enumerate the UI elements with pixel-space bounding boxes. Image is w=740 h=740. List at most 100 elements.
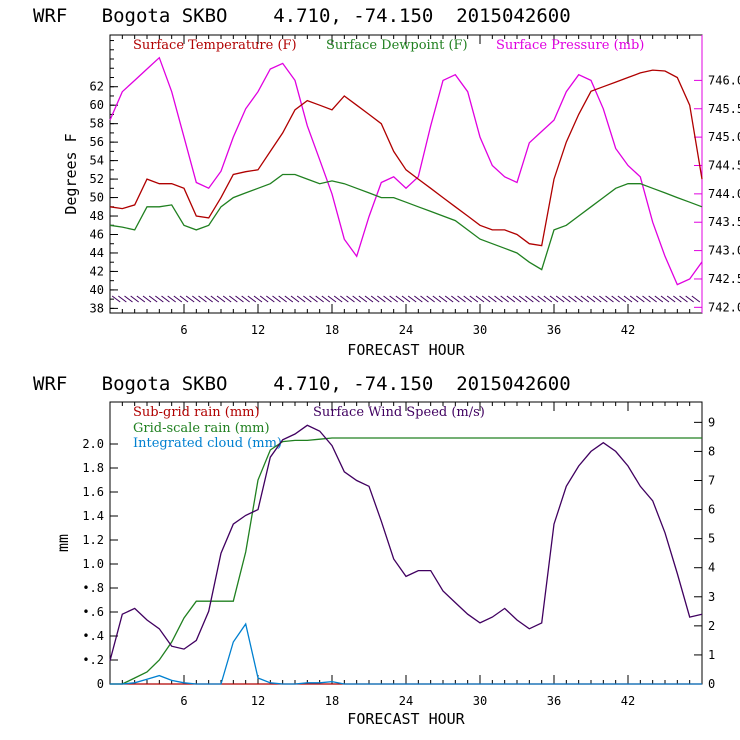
temperature-pressure-panel: WRF Bogota SKBO 4.710, -74.150 201504260… [33, 5, 740, 359]
wind-barb [290, 295, 300, 303]
wind-barb [444, 295, 454, 303]
x-tick-label: 24 [399, 323, 413, 337]
wind-barb [500, 295, 509, 303]
grid-scale-rain-line [110, 437, 702, 685]
bottom-y2-ticks: 0 1 2 3 4 5 6 7 8 9 [694, 415, 715, 691]
x-tick-label: 12 [251, 323, 265, 337]
wind-barb [266, 295, 275, 303]
wind-barb [426, 295, 435, 303]
wind-barb [562, 295, 571, 303]
x-tick-label: 6 [180, 323, 187, 337]
y-tick-label: 1.0 [82, 557, 104, 571]
wind-barb [358, 295, 368, 303]
wind-barb [605, 295, 614, 303]
wind-barb [679, 295, 688, 303]
wind-barb [278, 295, 287, 303]
wind-barb [407, 295, 417, 303]
wind-barb [340, 295, 349, 303]
wind-barb [296, 295, 306, 303]
x-tick-label: 30 [473, 323, 487, 337]
y-tick-label: 46 [90, 227, 104, 241]
wind-barb [198, 295, 207, 303]
wind-barb [580, 295, 590, 303]
surface-wind-speed-line [109, 424, 703, 661]
wind-barb [216, 295, 226, 303]
wind-barb [568, 295, 577, 303]
wind-barb [543, 295, 553, 303]
wind-barb [414, 295, 423, 303]
wind-barb [309, 295, 318, 303]
y-tick-label: 54 [90, 154, 104, 168]
bottom-chart-title: WRF Bogota SKBO 4.710, -74.150 201504260… [33, 373, 571, 395]
y-tick-label: •.4 [82, 629, 104, 643]
y-tick-label: 38 [90, 301, 104, 315]
x-tick-label: 30 [473, 694, 487, 708]
legend-grid-scale-rain: Grid-scale rain (mm) [133, 421, 270, 436]
wind-barb [666, 295, 676, 303]
y-tick-label: 50 [90, 191, 104, 205]
legend-surface-dewpoint: Surface Dewpoint (F) [326, 38, 468, 53]
wind-barb [691, 295, 701, 303]
bottom-x-axis-label: FORECAST HOUR [347, 710, 465, 728]
y2-tick-label: 745.0 [708, 130, 740, 144]
y-tick-label: 1.6 [82, 485, 104, 499]
legend-integrated-cloud: Integrated cloud (mm) [133, 436, 282, 451]
wind-barb [229, 295, 238, 303]
top-x-axis-label: FORECAST HOUR [347, 341, 465, 359]
y-tick-label: 42 [90, 264, 104, 278]
wind-barb [173, 295, 183, 303]
wind-barb [481, 295, 491, 303]
bottom-y-ticks: 0 •.2 •.4 •.6 •.8 1.0 1.2 1.4 1.6 1.8 2.0 [82, 437, 118, 691]
wind-barb [321, 295, 331, 303]
y2-tick-label: 3 [708, 590, 715, 604]
wind-barb [463, 295, 472, 303]
wind-barb [555, 295, 565, 303]
y-tick-label: •.8 [82, 581, 104, 595]
wind-barb [438, 295, 448, 303]
wind-barb [617, 295, 627, 303]
wind-barb [192, 295, 201, 303]
wind-barb [142, 295, 152, 303]
wind-barb [420, 295, 429, 303]
surface-dewpoint-line [109, 173, 703, 271]
wind-barb [204, 295, 213, 303]
y-tick-label: 44 [90, 246, 104, 260]
wind-barb [167, 295, 176, 303]
y-tick-label: 1.4 [82, 509, 104, 523]
bottom-y-axis-label: mm [54, 534, 72, 552]
wind-barb [475, 295, 485, 303]
wind-barb [111, 295, 121, 303]
y2-tick-label: 2 [708, 619, 715, 633]
wind-barb [118, 295, 127, 303]
legend-surface-pressure: Surface Pressure (mb) [496, 38, 644, 53]
wind-barb [136, 295, 146, 303]
wind-barb [161, 295, 170, 303]
wind-barb [241, 295, 250, 303]
legend-surface-temperature: Surface Temperature (F) [133, 38, 297, 53]
y-tick-label: 60 [90, 98, 104, 112]
wind-barb [451, 295, 460, 303]
wind-barb [210, 295, 220, 303]
wind-barb [272, 295, 281, 303]
y2-tick-label: 742.0 [708, 300, 740, 314]
wind-barb [124, 295, 133, 303]
y-tick-label: 58 [90, 117, 104, 131]
wind-barb [383, 295, 392, 303]
y-tick-label: 2.0 [82, 437, 104, 451]
wind-barb [599, 295, 608, 303]
wind-barb [488, 295, 497, 303]
y-tick-label: 40 [90, 283, 104, 297]
wind-barb [457, 295, 466, 303]
wind-barb [327, 295, 337, 303]
wind-barb [315, 295, 324, 303]
wind-barb [537, 295, 546, 303]
x-tick-label: 18 [325, 694, 339, 708]
y2-tick-label: 745.5 [708, 102, 740, 116]
wind-barb [179, 295, 189, 303]
y2-tick-label: 0 [708, 677, 715, 691]
y2-tick-label: 746.0 [708, 73, 740, 87]
top-plot-frame [109, 34, 703, 314]
wind-barb [259, 295, 269, 303]
wind-barb [642, 295, 651, 303]
surface-pressure-line [109, 56, 703, 286]
